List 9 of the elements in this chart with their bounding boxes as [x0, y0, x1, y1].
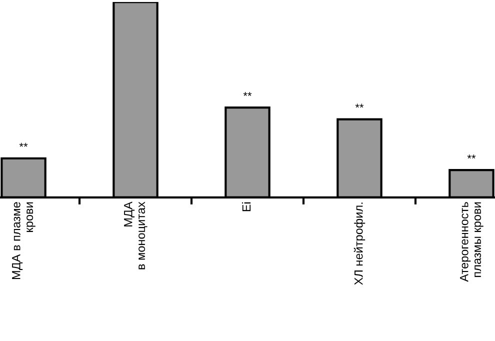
x-tick-label: МДА в плазме крови — [12, 202, 36, 279]
x-tick-label: Атерогенность плазмы крови — [460, 202, 484, 282]
x-tick-label: Ei — [242, 202, 251, 212]
annotation: ** — [19, 142, 28, 147]
annotation: ** — [467, 154, 476, 158]
x-tick-label: ХЛ нейтрофил. — [354, 202, 366, 285]
annotation: ** — [355, 104, 364, 108]
annotation: ** — [243, 92, 252, 96]
x-tick-label: МДА в моноцитах — [124, 202, 148, 270]
